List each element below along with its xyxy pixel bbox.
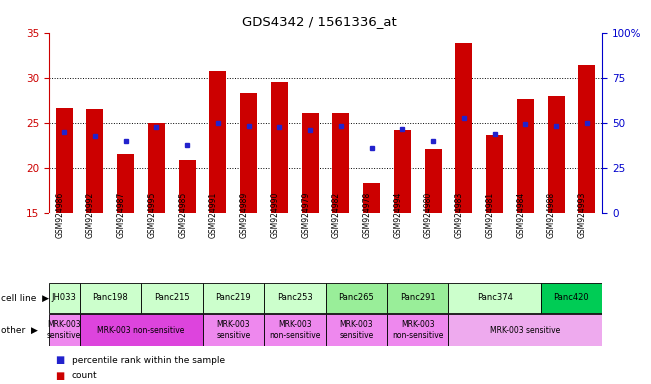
Bar <box>541 283 602 313</box>
Bar <box>486 135 503 213</box>
Text: JH033: JH033 <box>52 293 77 303</box>
Text: percentile rank within the sample: percentile rank within the sample <box>72 356 225 365</box>
Text: MRK-003
non-sensitive: MRK-003 non-sensitive <box>269 320 320 340</box>
Text: Panc291: Panc291 <box>400 293 436 303</box>
Bar <box>264 314 326 346</box>
Text: GSM924980: GSM924980 <box>424 191 433 238</box>
Text: GSM924988: GSM924988 <box>547 192 556 238</box>
Text: GDS4342 / 1561336_at: GDS4342 / 1561336_at <box>242 15 397 28</box>
Bar <box>424 149 441 213</box>
Bar <box>79 314 202 346</box>
Text: MRK-003
sensitive: MRK-003 sensitive <box>216 320 251 340</box>
Bar <box>578 65 595 213</box>
Text: Panc215: Panc215 <box>154 293 189 303</box>
Text: Panc219: Panc219 <box>215 293 251 303</box>
Text: other  ▶: other ▶ <box>1 326 38 334</box>
Bar <box>449 314 602 346</box>
Text: ■: ■ <box>55 355 64 365</box>
Bar <box>87 109 104 213</box>
Bar <box>264 283 326 313</box>
Text: MRK-003
sensitive: MRK-003 sensitive <box>339 320 374 340</box>
Text: ■: ■ <box>55 371 64 381</box>
Bar <box>271 82 288 213</box>
Text: GSM924993: GSM924993 <box>578 191 587 238</box>
Bar <box>202 283 264 313</box>
Bar <box>148 123 165 213</box>
Text: GSM924995: GSM924995 <box>147 191 156 238</box>
Text: Panc420: Panc420 <box>553 293 589 303</box>
Bar <box>301 113 318 213</box>
Text: MRK-003
non-sensitive: MRK-003 non-sensitive <box>392 320 443 340</box>
Bar <box>547 96 564 213</box>
Text: MRK-003 non-sensitive: MRK-003 non-sensitive <box>98 326 185 334</box>
Bar <box>326 283 387 313</box>
Bar <box>449 283 541 313</box>
Text: cell line  ▶: cell line ▶ <box>1 293 49 303</box>
Text: MRK-003 sensitive: MRK-003 sensitive <box>490 326 561 334</box>
Text: GSM924992: GSM924992 <box>86 191 95 238</box>
Bar <box>49 283 79 313</box>
Text: GSM924989: GSM924989 <box>240 191 249 238</box>
Text: GSM924984: GSM924984 <box>516 191 525 238</box>
Text: GSM924994: GSM924994 <box>393 191 402 238</box>
Bar <box>326 314 387 346</box>
Text: GSM924978: GSM924978 <box>363 191 372 238</box>
Bar <box>117 154 134 213</box>
Text: GSM924991: GSM924991 <box>209 191 218 238</box>
Text: Panc198: Panc198 <box>92 293 128 303</box>
Bar <box>49 314 79 346</box>
Bar <box>517 99 534 213</box>
Text: GSM924979: GSM924979 <box>301 191 310 238</box>
Text: GSM924983: GSM924983 <box>455 191 464 238</box>
Text: Panc253: Panc253 <box>277 293 312 303</box>
Text: GSM924981: GSM924981 <box>486 192 495 238</box>
Text: GSM924982: GSM924982 <box>332 192 341 238</box>
Text: GSM924990: GSM924990 <box>270 191 279 238</box>
Bar <box>333 113 350 213</box>
Bar <box>179 160 195 213</box>
Bar <box>363 183 380 213</box>
Text: GSM924987: GSM924987 <box>117 191 126 238</box>
Bar <box>394 130 411 213</box>
Bar <box>456 43 472 213</box>
Text: GSM924986: GSM924986 <box>55 191 64 238</box>
Text: Panc265: Panc265 <box>339 293 374 303</box>
Bar <box>387 283 449 313</box>
Text: MRK-003
sensitive: MRK-003 sensitive <box>47 320 81 340</box>
Text: count: count <box>72 371 97 380</box>
Bar <box>56 108 73 213</box>
Bar <box>79 283 141 313</box>
Bar <box>210 71 227 213</box>
Bar <box>202 314 264 346</box>
Text: GSM924985: GSM924985 <box>178 191 187 238</box>
Text: Panc374: Panc374 <box>477 293 512 303</box>
Bar <box>387 314 449 346</box>
Bar <box>141 283 202 313</box>
Bar <box>240 93 257 213</box>
